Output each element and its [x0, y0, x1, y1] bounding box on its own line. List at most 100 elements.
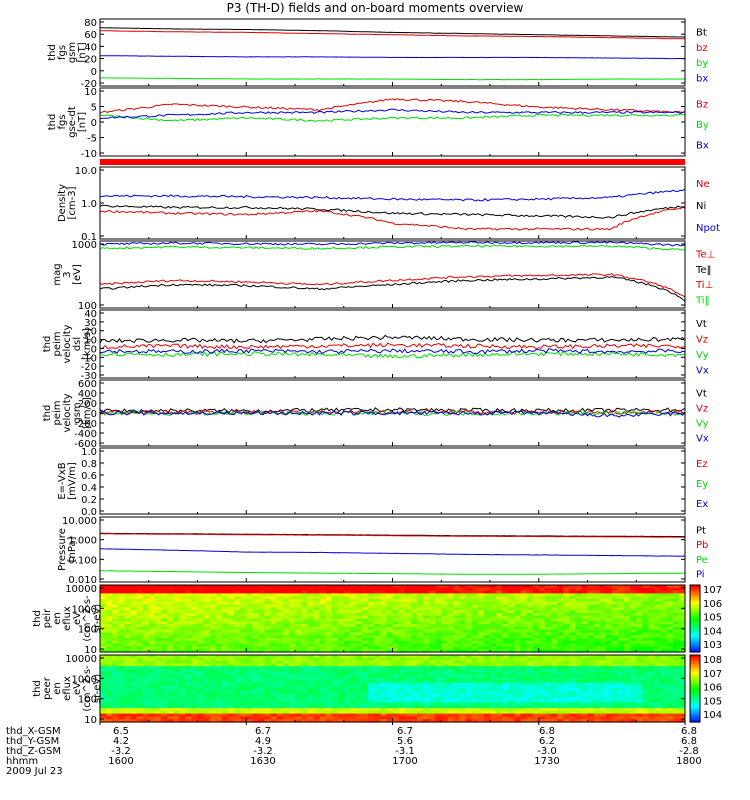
legend-item: bx: [696, 73, 708, 84]
legend-item: Vx: [696, 365, 709, 376]
ephemeris-table: thd_X-GSM 6.5 6.7 6.7 6.8 6.8 thd_Y-GSM …: [6, 727, 746, 797]
y-axis-label-line: sr-eV): [92, 674, 103, 703]
legend-item: Ey: [696, 479, 708, 490]
series-line-Ne: [100, 206, 685, 231]
y-axis-label-line: mag: [52, 263, 63, 285]
y-axis-label-line: peer: [42, 676, 53, 700]
y-axis-label-line: [eV]: [72, 264, 83, 285]
ephemeris-value: 1630: [250, 756, 276, 767]
y-tick-label: 10.000: [62, 516, 97, 527]
y-axis-label-line: peim: [52, 331, 63, 356]
y-axis-label: thdfgsgse-dt[nT]: [47, 106, 88, 138]
y-axis-label-line: en: [52, 612, 63, 625]
ephemeris-flag-bar: [100, 159, 685, 165]
series-line-Vx: [100, 348, 685, 355]
y-axis-label-line: gse-dt: [67, 106, 78, 138]
y-tick-label: -20: [81, 362, 97, 373]
legend-item: Ne: [696, 179, 710, 190]
ephemeris-row: thd_X-GSM 6.5 6.7 6.7 6.8 6.8: [6, 727, 746, 737]
y-axis-label-line: [cm-3]: [67, 186, 78, 219]
ephemeris-label: hhmm: [6, 756, 39, 767]
panel-temperature: mag3[eV]: [52, 240, 686, 309]
series-group: [100, 240, 685, 302]
y-tick-label: 0.100: [68, 555, 97, 566]
legend-item: Ez: [696, 459, 708, 470]
panel-frame: [99, 309, 686, 379]
y-axis-label: Density[cm-3]: [57, 184, 78, 222]
ephemeris-value: 6.8: [539, 726, 555, 737]
y-axis-label-line: (cm^2-s-: [82, 665, 93, 712]
date-label: 2009 Jul 23: [6, 766, 63, 777]
y-axis-label: thdfgsgsm[nT]: [47, 42, 88, 63]
series-line-Bt: [100, 27, 685, 38]
series-line-Npot: [100, 188, 685, 202]
colorbar-label: 104: [703, 626, 722, 637]
ephemeris-value: -2.8: [679, 746, 699, 757]
y-axis-label-line: [nPa]: [67, 536, 78, 562]
legend-item: Pi: [696, 570, 705, 581]
y-axis-label-line: 3: [62, 271, 73, 277]
y-tick-label: 200: [78, 399, 97, 410]
y-axis-label-line: gsm: [72, 402, 83, 423]
panel-frame: [99, 87, 686, 157]
series-line-Vz: [100, 342, 685, 350]
legend-item: Vt: [696, 389, 707, 400]
y-tick-label: -30: [81, 371, 97, 382]
ephemeris-value: 1800: [676, 756, 702, 767]
y-axis-label-line: eflux: [62, 676, 73, 701]
y-axis-label: thdpeimvelocitygsm[km/s]: [42, 393, 93, 432]
colorbar-label: 104: [703, 710, 722, 721]
y-axis-label-line: velocity: [62, 393, 73, 432]
y-tick-label: 10: [84, 87, 97, 98]
legend-item: Ti‖: [695, 295, 710, 306]
y-axis-label-line: [nT]: [77, 42, 88, 62]
y-axis-label-line: fgs: [57, 114, 68, 129]
y-axis-label-line: thd: [47, 44, 58, 61]
y-tick-label: 80: [84, 18, 97, 29]
panel-peim-velocity-dsl: thdpeimvelocitydsl[km/s]: [42, 309, 686, 379]
series-line-Ti‖: [100, 244, 685, 251]
y-tick-label: 10: [84, 645, 97, 656]
colorbar-label: 108: [703, 655, 722, 666]
y-tick-label: 1000: [72, 604, 97, 615]
ephemeris-label: thd_Z-GSM: [6, 746, 61, 757]
y-axis-label-line: E=-VxB: [57, 462, 68, 499]
panel-fgs-gse-dt: thdfgsgse-dt[nT]: [47, 87, 686, 157]
date-row: 2009 Jul 23: [6, 767, 746, 777]
panel-fgs-gsm: thdfgsgsm[nT]: [47, 18, 686, 87]
y-tick-label: 1.0: [81, 447, 97, 458]
panel-frame: [99, 240, 686, 309]
y-tick-label: 1000: [72, 240, 97, 251]
series-line-Pi: [100, 548, 685, 557]
y-tick-label: 60: [84, 30, 97, 41]
series-line-Vy: [100, 350, 685, 359]
y-tick-label: 0: [91, 409, 97, 420]
ephemeris-value: -3.0: [537, 746, 557, 757]
legend-item: Vt: [696, 319, 707, 330]
series-line-By: [100, 113, 685, 123]
panel-density: Density[cm-3]: [57, 166, 686, 240]
ephemeris-value: 4.2: [113, 736, 129, 747]
y-tick-label: 0: [91, 118, 97, 129]
ephemeris-value: 5.6: [397, 736, 413, 747]
ephemeris-value: 1730: [534, 756, 560, 767]
y-axis-label-line: [mV/m]: [67, 462, 78, 500]
y-axis-label-line: eV: [72, 612, 83, 625]
legend-item: Pb: [696, 540, 708, 551]
ephemeris-value: 6.5: [113, 726, 129, 737]
legend-item: By: [696, 120, 709, 131]
colorbar-label: 105: [703, 696, 722, 707]
series-line-by: [100, 77, 685, 81]
series-line-Bx: [100, 108, 685, 120]
colorbar-label: 107: [703, 669, 722, 680]
ephemeris-label: thd_Y-GSM: [6, 736, 60, 747]
y-axis-label: thdpeerenefluxeV(cm^2-s-sr-eV): [32, 665, 103, 712]
y-tick-label: 1000: [72, 674, 97, 685]
y-tick-label: 30: [84, 318, 97, 329]
ephemeris-value: -3.2: [111, 746, 131, 757]
panel-peim-velocity-gsm: thdpeimvelocitygsm[km/s]: [42, 379, 686, 447]
y-tick-label: -600: [74, 439, 97, 450]
legend-item: Bx: [696, 141, 709, 152]
y-tick-label: 0.4: [81, 483, 97, 494]
series-group: [100, 98, 685, 123]
